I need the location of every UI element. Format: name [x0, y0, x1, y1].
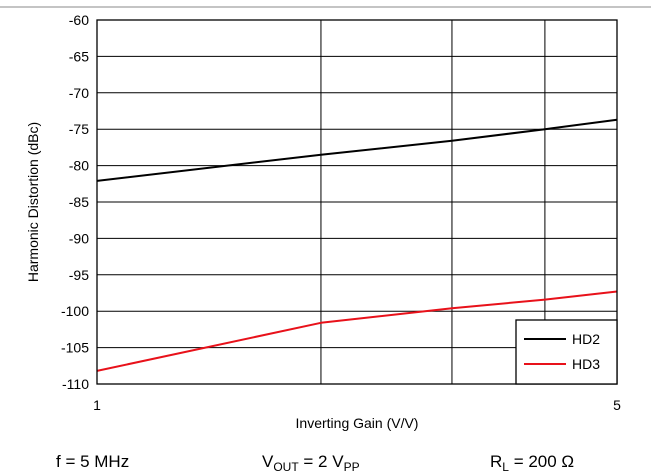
y-tick-label: -60	[69, 12, 89, 28]
y-tick-labels: -60 -65 -70 -75 -80 -85 -90 -95 -100 -105 -110	[61, 12, 89, 392]
condition-load: RL = 200 Ω	[490, 452, 574, 474]
y-tick-label: -95	[69, 267, 89, 283]
vout-pp-sub: PP	[344, 460, 360, 474]
y-tick-label: -65	[69, 48, 89, 64]
x-tick-label: 5	[613, 397, 621, 413]
legend-label-hd3: HD3	[572, 356, 600, 372]
legend-box	[515, 319, 618, 385]
y-axis-title: Harmonic Distortion (dBc)	[25, 122, 41, 282]
legend: HD2 HD3	[515, 319, 618, 385]
y-tick-label: -80	[69, 158, 89, 174]
load-rest: = 200 Ω	[509, 452, 574, 471]
y-tick-label: -90	[69, 230, 89, 246]
y-tick-label: -100	[61, 303, 89, 319]
vout-v: V	[262, 452, 274, 471]
y-tick-label: -70	[69, 85, 89, 101]
y-tick-label: -110	[62, 376, 89, 392]
x-tick-label: 1	[93, 397, 101, 413]
series-line-hd2	[96, 118, 618, 182]
load-sub: L	[502, 460, 509, 474]
vout-sub: OUT	[273, 460, 299, 474]
y-tick-label: -85	[69, 194, 89, 210]
load-r: R	[490, 452, 502, 471]
y-tick-label: -105	[61, 340, 89, 356]
condition-vout: VOUT = 2 VPP	[262, 452, 360, 474]
x-axis-title: Inverting Gain (V/V)	[296, 415, 419, 431]
legend-label-hd2: HD2	[572, 331, 600, 347]
series-layer	[96, 118, 618, 372]
series-line-hd3	[96, 290, 618, 372]
condition-frequency: f = 5 MHz	[56, 452, 129, 471]
plot-frame	[96, 19, 618, 385]
vout-mid: = 2 V	[299, 452, 345, 471]
y-tick-label: -75	[69, 121, 89, 137]
